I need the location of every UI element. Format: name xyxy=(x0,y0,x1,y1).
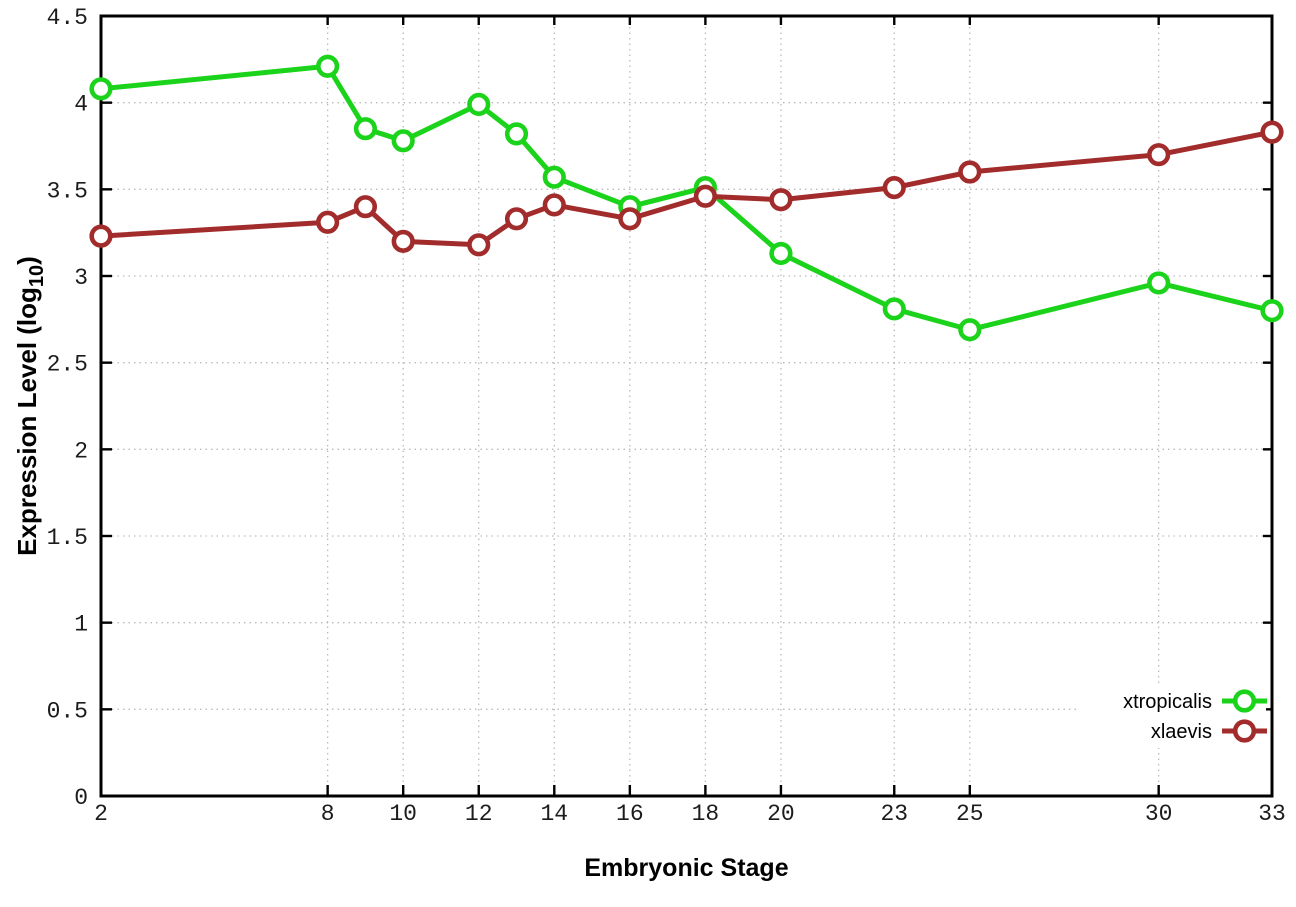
y-tick-label: 0 xyxy=(74,785,88,811)
data-point-xtropicalis-stage-12 xyxy=(467,92,491,116)
legend-label-xtropicalis: xtropicalis xyxy=(1123,691,1212,713)
data-point-xlaevis-stage-33 xyxy=(1260,120,1284,144)
x-tick-label: 23 xyxy=(880,801,908,827)
y-tick-label: 1.5 xyxy=(47,525,88,551)
y-tick-label: 4.5 xyxy=(47,5,88,31)
data-point-xlaevis-stage-8 xyxy=(316,210,340,234)
x-tick-label: 8 xyxy=(321,801,335,827)
y-tick-label: 3 xyxy=(74,265,88,291)
data-point-xtropicalis-stage-20 xyxy=(769,241,793,266)
data-point-xtropicalis-stage-9 xyxy=(353,117,378,141)
y-tick-label: 3.5 xyxy=(47,178,88,204)
data-point-xlaevis-stage-9 xyxy=(353,195,378,219)
plot-border xyxy=(99,14,1274,798)
x-tick-label: 10 xyxy=(389,801,417,827)
data-point-xtropicalis-stage-13 xyxy=(504,122,529,146)
data-point-xtropicalis-stage-14 xyxy=(542,165,566,189)
data-point-xlaevis-stage-30 xyxy=(1147,143,1171,167)
y-tick-label: 2.5 xyxy=(47,352,88,378)
legend-marker-xlaevis xyxy=(1232,719,1257,743)
x-tick-label: 2 xyxy=(94,801,108,827)
y-tick-label: 2 xyxy=(74,438,88,464)
data-point-xlaevis-stage-13 xyxy=(504,207,529,231)
x-tick-label: 12 xyxy=(465,801,493,827)
y-tick-label: 0.5 xyxy=(47,698,88,724)
x-tick-label: 30 xyxy=(1145,801,1173,827)
data-point-xlaevis-stage-12 xyxy=(467,233,491,257)
data-point-xtropicalis-stage-2 xyxy=(89,77,113,101)
x-tick-label: 18 xyxy=(692,801,720,827)
data-point-xlaevis-stage-23 xyxy=(882,176,906,200)
legend-marker-xtropicalis xyxy=(1232,689,1257,713)
data-point-xlaevis-stage-20 xyxy=(769,188,793,212)
x-tick-label: 14 xyxy=(540,801,568,827)
data-point-xlaevis-stage-2 xyxy=(89,224,113,248)
y-tick-label: 1 xyxy=(74,612,88,638)
x-tick-label: 33 xyxy=(1258,801,1286,827)
data-point-xtropicalis-stage-33 xyxy=(1260,299,1284,323)
data-point-xtropicalis-stage-25 xyxy=(958,318,982,342)
x-tick-label: 20 xyxy=(767,801,795,827)
data-point-xlaevis-stage-25 xyxy=(958,160,982,184)
data-point-xtropicalis-stage-30 xyxy=(1147,271,1171,295)
data-point-xtropicalis-stage-10 xyxy=(391,129,415,153)
data-point-xtropicalis-stage-8 xyxy=(316,54,340,78)
data-point-xtropicalis-stage-23 xyxy=(882,297,906,321)
x-tick-label: 16 xyxy=(616,801,644,827)
data-point-xlaevis-stage-14 xyxy=(542,193,566,217)
data-point-xlaevis-stage-18 xyxy=(693,184,717,208)
y-axis-title: Expression Level (log10) xyxy=(12,256,48,556)
y-tick-label: 4 xyxy=(74,92,88,118)
x-tick-label: 25 xyxy=(956,801,984,827)
x-axis-title: Embryonic Stage xyxy=(584,854,788,882)
data-point-xlaevis-stage-10 xyxy=(391,229,415,253)
data-point-xlaevis-stage-16 xyxy=(618,207,642,231)
legend-label-xlaevis: xlaevis xyxy=(1151,721,1212,743)
